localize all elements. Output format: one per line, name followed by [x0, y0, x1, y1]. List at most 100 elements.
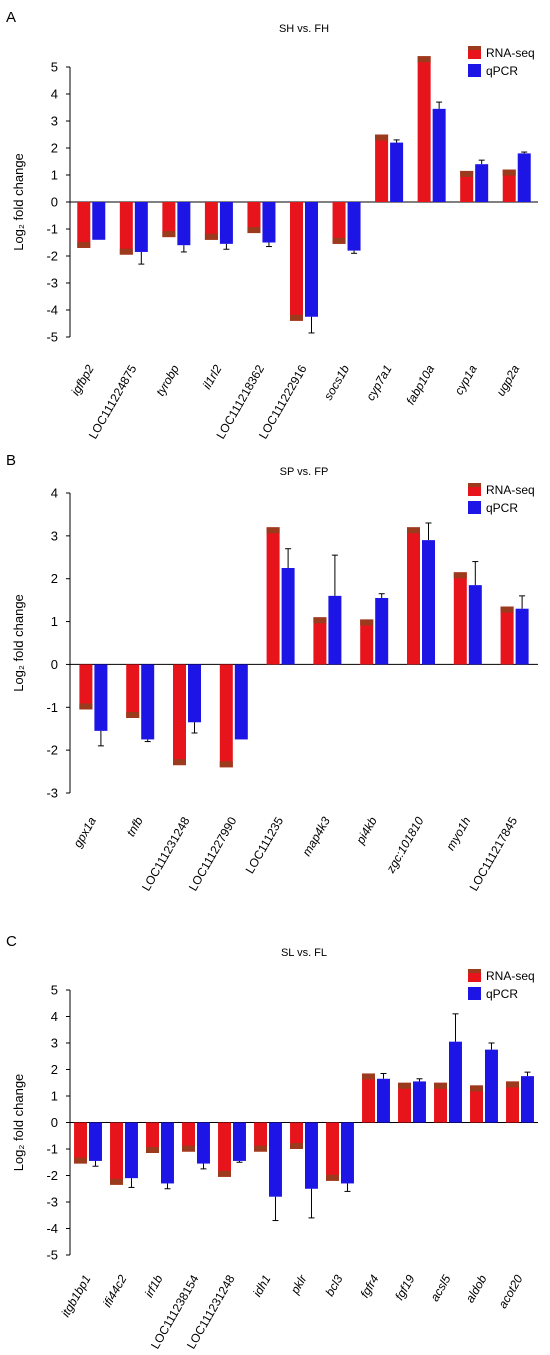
- legend-label-qpcr: qPCR: [486, 501, 518, 515]
- bar-rna-seq-cap: [119, 248, 133, 255]
- bar-rna-seq: [146, 1122, 159, 1153]
- bar-rna-seq: [500, 606, 514, 665]
- bar-rna-seq-cap: [460, 170, 474, 177]
- bar-qpcr: [449, 1041, 462, 1123]
- bar-rna-seq-cap: [332, 237, 346, 244]
- legend-label-rna-seq: RNA-seq: [486, 483, 535, 497]
- bar-rna-seq-cap: [290, 1143, 303, 1149]
- bar-rna-seq-cap: [219, 761, 233, 768]
- bar-rna-seq: [407, 527, 420, 665]
- legend-label-qpcr: qPCR: [486, 64, 518, 78]
- x-tick-label: socs1b: [321, 362, 352, 402]
- y-tick-label: 2: [51, 1062, 58, 1077]
- bar-qpcr: [468, 585, 482, 665]
- bar-qpcr: [92, 202, 106, 240]
- bar-rna-seq: [119, 202, 133, 255]
- bar-rna-seq-cap: [254, 1145, 267, 1152]
- chart-title: SL vs. FL: [281, 947, 327, 959]
- bar-rna-seq: [218, 1122, 231, 1177]
- bar-rna-seq-cap: [126, 712, 140, 718]
- bar-qpcr: [234, 664, 248, 740]
- bar-qpcr: [305, 202, 318, 317]
- x-tick-label: pi4kb: [353, 814, 380, 847]
- bar-rna-seq-cap: [375, 134, 389, 141]
- x-tick-label: ifi44c2: [100, 1272, 130, 1309]
- y-tick-label: -5: [46, 330, 58, 345]
- bar-rna-seq-cap: [290, 314, 303, 321]
- x-tick-label: cyp7a1: [363, 363, 394, 404]
- bar-qpcr: [141, 664, 155, 740]
- bar-rna-seq-cap: [74, 1157, 87, 1164]
- bar-rna-seq: [434, 1082, 447, 1123]
- bar-rna-seq: [417, 56, 431, 203]
- panel-a: A SH vs. FH Log₂ fold change 5 4 3 2 1 0 -1 -2 -3 -4…: [6, 9, 538, 441]
- bar-rna-seq-cap: [266, 527, 280, 534]
- bar-qpcr: [485, 1049, 498, 1123]
- bar-rna-seq: [79, 664, 93, 710]
- bar-rna-seq-cap: [360, 619, 374, 626]
- x-tick-label: fgf19: [392, 1272, 418, 1302]
- bar-qpcr: [197, 1122, 210, 1164]
- bar-qpcr: [188, 664, 201, 723]
- bar-qpcr: [177, 202, 191, 246]
- x-tick-label: LOC111227990: [186, 814, 240, 893]
- x-tick-label: tyrobp: [153, 362, 182, 398]
- bar-qpcr: [219, 202, 233, 244]
- chart-title: SP vs. FP: [280, 466, 329, 478]
- bar-rna-seq: [162, 202, 176, 238]
- x-tick-label: LOC111235: [243, 814, 287, 876]
- bar-rna-seq-cap: [173, 759, 186, 766]
- bar-qpcr: [269, 1122, 282, 1197]
- y-tick-label: 5: [51, 60, 58, 75]
- y-tick-label: -2: [46, 249, 58, 264]
- bar-rna-seq: [375, 134, 389, 202]
- bar-qpcr: [305, 1122, 318, 1189]
- bar-rna-seq-cap: [362, 1073, 375, 1080]
- x-tick-label: il1rl2: [200, 362, 225, 391]
- y-tick-label: -3: [46, 786, 58, 801]
- bar-rna-seq-cap: [417, 56, 431, 63]
- bar-rna-seq: [204, 202, 218, 240]
- bar-qpcr: [94, 664, 108, 731]
- bar-rna-seq-cap: [453, 572, 467, 579]
- bar-rna-seq-cap: [313, 617, 327, 624]
- bar-rna-seq: [313, 617, 327, 665]
- x-tick-label: map4k3: [300, 814, 334, 858]
- x-tick-label: fgfr4: [357, 1272, 381, 1300]
- y-tick-label: 1: [51, 168, 58, 183]
- x-tick-label: myo1h: [443, 814, 473, 852]
- bar-qpcr: [375, 598, 389, 665]
- bar-rna-seq: [506, 1081, 519, 1123]
- bar-qpcr: [377, 1078, 390, 1123]
- y-tick-label: -2: [46, 743, 58, 758]
- legend-label-rna-seq: RNA-seq: [486, 969, 535, 983]
- y-tick-label: 3: [51, 1036, 58, 1051]
- legend-swatch-rna-seq-cap: [468, 969, 481, 973]
- y-tick-label: 0: [51, 657, 58, 672]
- y-tick-label: 4: [51, 1009, 58, 1024]
- bar-qpcr: [432, 108, 446, 202]
- bar-rna-seq-cap: [146, 1146, 159, 1153]
- x-tick-label: irf1b: [142, 1272, 166, 1299]
- y-tick-label: 1: [51, 614, 58, 629]
- x-tick-label: idh1: [250, 1273, 273, 1300]
- x-tick-label: zgc:101810: [383, 814, 427, 876]
- bar-rna-seq: [470, 1085, 483, 1123]
- bar-qpcr: [89, 1122, 102, 1161]
- bar-rna-seq: [360, 619, 374, 665]
- bar-rna-seq-cap: [326, 1174, 339, 1181]
- bar-rna-seq-cap: [182, 1145, 195, 1152]
- bar-rna-seq: [254, 1122, 267, 1152]
- y-tick-label: 1: [51, 1089, 58, 1104]
- y-axis-label: Log₂ fold change: [11, 153, 26, 251]
- y-axis-label: Log₂ fold change: [11, 1074, 26, 1172]
- bar-rna-seq: [290, 1122, 303, 1149]
- y-tick-label: -1: [46, 700, 58, 715]
- y-tick-label: -1: [46, 222, 58, 237]
- bar-rna-seq: [182, 1122, 195, 1152]
- bar-qpcr: [413, 1081, 426, 1123]
- bar-rna-seq: [453, 572, 467, 665]
- panel-letter: B: [6, 452, 16, 469]
- y-tick-label: 2: [51, 141, 58, 156]
- bar-rna-seq-cap: [398, 1082, 411, 1089]
